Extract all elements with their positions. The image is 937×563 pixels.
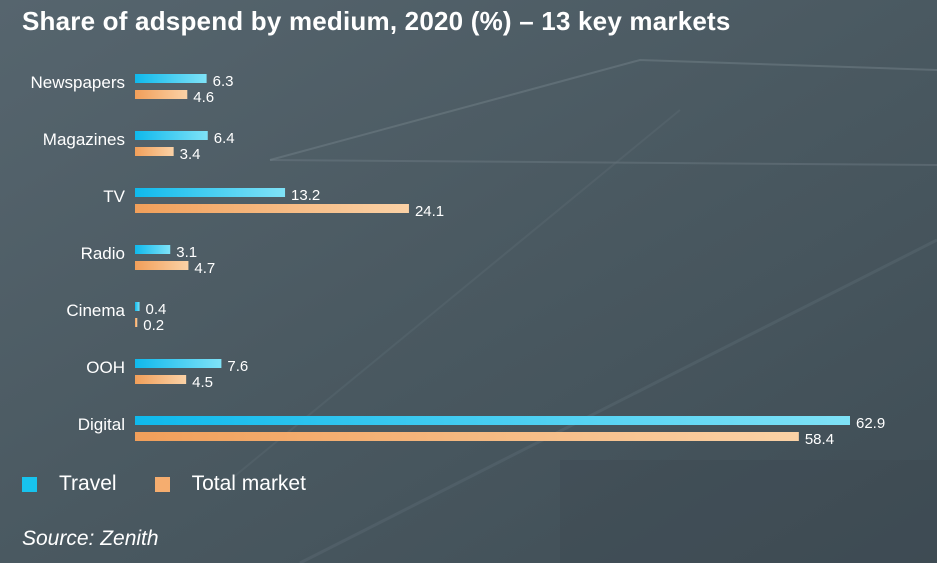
data-label-total-market-digital: 58.4 bbox=[805, 431, 834, 448]
legend-item-travel: Travel bbox=[22, 472, 117, 496]
bar-total-market-cinema bbox=[135, 318, 138, 327]
bar-total-market-tv bbox=[135, 204, 409, 213]
data-label-travel-magazines: 6.4 bbox=[214, 130, 235, 147]
category-label-digital: Digital bbox=[78, 415, 125, 434]
category-label-magazines: Magazines bbox=[43, 130, 125, 149]
bar-travel-newspapers bbox=[135, 74, 207, 83]
data-label-total-market-cinema: 0.2 bbox=[143, 317, 164, 334]
data-label-travel-cinema: 0.4 bbox=[146, 301, 167, 318]
legend-swatch-total-market bbox=[154, 476, 170, 492]
bar-travel-radio bbox=[135, 245, 171, 254]
legend-label-travel: Travel bbox=[59, 472, 117, 495]
chart-legend: Travel Total market bbox=[22, 472, 344, 496]
category-label-newspapers: Newspapers bbox=[31, 73, 126, 92]
data-label-travel-radio: 3.1 bbox=[176, 244, 197, 261]
legend-label-total-market: Total market bbox=[191, 472, 306, 495]
data-label-travel-digital: 62.9 bbox=[856, 415, 885, 432]
chart-title: Share of adspend by medium, 2020 (%) – 1… bbox=[22, 6, 731, 36]
legend-item-total-market: Total market bbox=[154, 472, 306, 496]
category-label-cinema: Cinema bbox=[66, 301, 125, 320]
bar-total-market-magazines bbox=[135, 147, 174, 156]
bar-travel-cinema bbox=[135, 302, 140, 311]
bar-travel-digital bbox=[135, 416, 850, 425]
data-label-total-market-magazines: 3.4 bbox=[180, 146, 201, 163]
data-label-total-market-ooh: 4.5 bbox=[192, 374, 213, 391]
data-label-total-market-newspapers: 4.6 bbox=[193, 89, 214, 106]
bar-total-market-ooh bbox=[135, 375, 187, 384]
bar-total-market-newspapers bbox=[135, 90, 188, 99]
bar-travel-magazines bbox=[135, 131, 208, 140]
bar-travel-tv bbox=[135, 188, 286, 197]
data-label-total-market-tv: 24.1 bbox=[415, 203, 444, 220]
bar-total-market-digital bbox=[135, 432, 799, 441]
category-label-tv: TV bbox=[103, 187, 125, 206]
data-label-total-market-radio: 4.7 bbox=[194, 260, 215, 277]
bar-chart: Newspapers 6.34.6 Magazines 6.4 3.4 TV 13.2 24.… bbox=[31, 73, 886, 448]
source-note: Source: Zenith bbox=[22, 527, 159, 550]
legend-swatch-travel bbox=[22, 476, 37, 492]
data-label-travel-tv: 13.2 bbox=[291, 187, 320, 204]
data-label-travel-ooh: 7.6 bbox=[227, 358, 248, 375]
bar-travel-ooh bbox=[135, 359, 222, 368]
bar-total-market-radio bbox=[135, 261, 189, 270]
category-label-ooh: OOH bbox=[86, 358, 125, 377]
category-label-radio: Radio bbox=[81, 244, 125, 263]
data-label-travel-newspapers: 6.3 bbox=[213, 73, 234, 90]
